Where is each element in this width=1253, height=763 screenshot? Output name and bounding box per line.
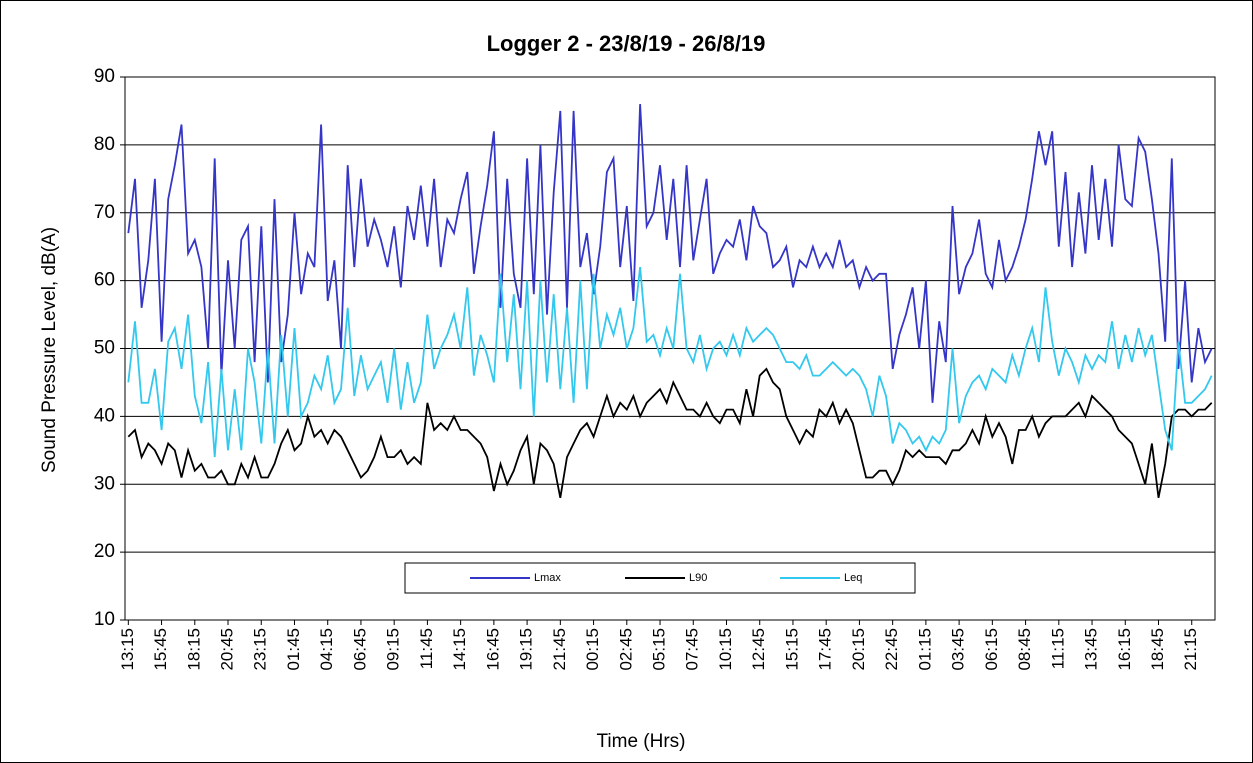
y-tick-label: 10 <box>94 609 115 630</box>
x-tick-label: 22:45 <box>882 628 901 671</box>
x-tick-label: 08:45 <box>1015 628 1034 671</box>
y-tick-label: 90 <box>94 66 115 87</box>
x-tick-label: 13:45 <box>1082 628 1101 671</box>
y-tick-label: 40 <box>94 405 115 426</box>
series-line <box>127 367 1213 498</box>
x-tick-label: 13:15 <box>118 628 137 671</box>
x-tick-label: 11:15 <box>1048 628 1067 669</box>
x-tick-label: 02:45 <box>616 628 635 671</box>
x-tick-label: 20:45 <box>218 628 237 671</box>
x-tick-label: 15:15 <box>782 628 801 671</box>
x-tick-label: 16:15 <box>1115 628 1134 671</box>
x-tick-label: 04:15 <box>317 628 336 671</box>
x-tick-label: 01:45 <box>284 628 303 671</box>
x-tick-label: 06:15 <box>982 628 1001 671</box>
y-tick-label: 30 <box>94 473 115 494</box>
x-tick-label: 07:45 <box>683 628 702 671</box>
x-tick-label: 17:45 <box>816 628 835 671</box>
x-tick-label: 06:45 <box>350 628 369 671</box>
y-tick-label: 60 <box>94 270 115 291</box>
x-tick-label: 01:15 <box>915 628 934 671</box>
x-tick-label: 03:45 <box>949 628 968 671</box>
y-tick-label: 50 <box>94 338 115 359</box>
x-tick-label: 11:45 <box>417 628 436 669</box>
x-tick-label: 19:15 <box>517 628 536 671</box>
y-tick-label: 70 <box>94 202 115 223</box>
series-line <box>127 104 1213 403</box>
x-axis-label: Time (Hrs) <box>597 731 686 752</box>
x-tick-label: 15:45 <box>151 628 170 671</box>
y-tick-label: 80 <box>94 134 115 155</box>
x-tick-label: 09:15 <box>384 628 403 671</box>
x-tick-label: 16:45 <box>483 628 502 671</box>
x-tick-label: 18:15 <box>184 628 203 671</box>
y-tick-label: 20 <box>94 541 115 562</box>
legend-label: Lmax <box>534 572 561 584</box>
legend-label: L90 <box>689 572 707 584</box>
x-tick-label: 20:15 <box>849 628 868 671</box>
legend-label: Leq <box>844 572 862 584</box>
x-tick-label: 23:15 <box>251 628 270 671</box>
x-tick-label: 21:15 <box>1181 628 1200 671</box>
x-tick-label: 21:45 <box>550 628 569 671</box>
x-tick-label: 10:15 <box>716 628 735 671</box>
x-tick-label: 05:15 <box>650 628 669 671</box>
plot-border <box>124 76 1216 621</box>
series-line <box>127 267 1213 458</box>
x-tick-label: 14:15 <box>450 628 469 671</box>
x-tick-label: 00:15 <box>583 628 602 671</box>
y-axis-label: Sound Pressure Level, dB(A) <box>39 227 60 473</box>
x-tick-label: 18:45 <box>1148 628 1167 671</box>
x-tick-label: 12:45 <box>749 628 768 671</box>
chart-title: Logger 2 - 23/8/19 - 26/8/19 <box>487 31 766 56</box>
